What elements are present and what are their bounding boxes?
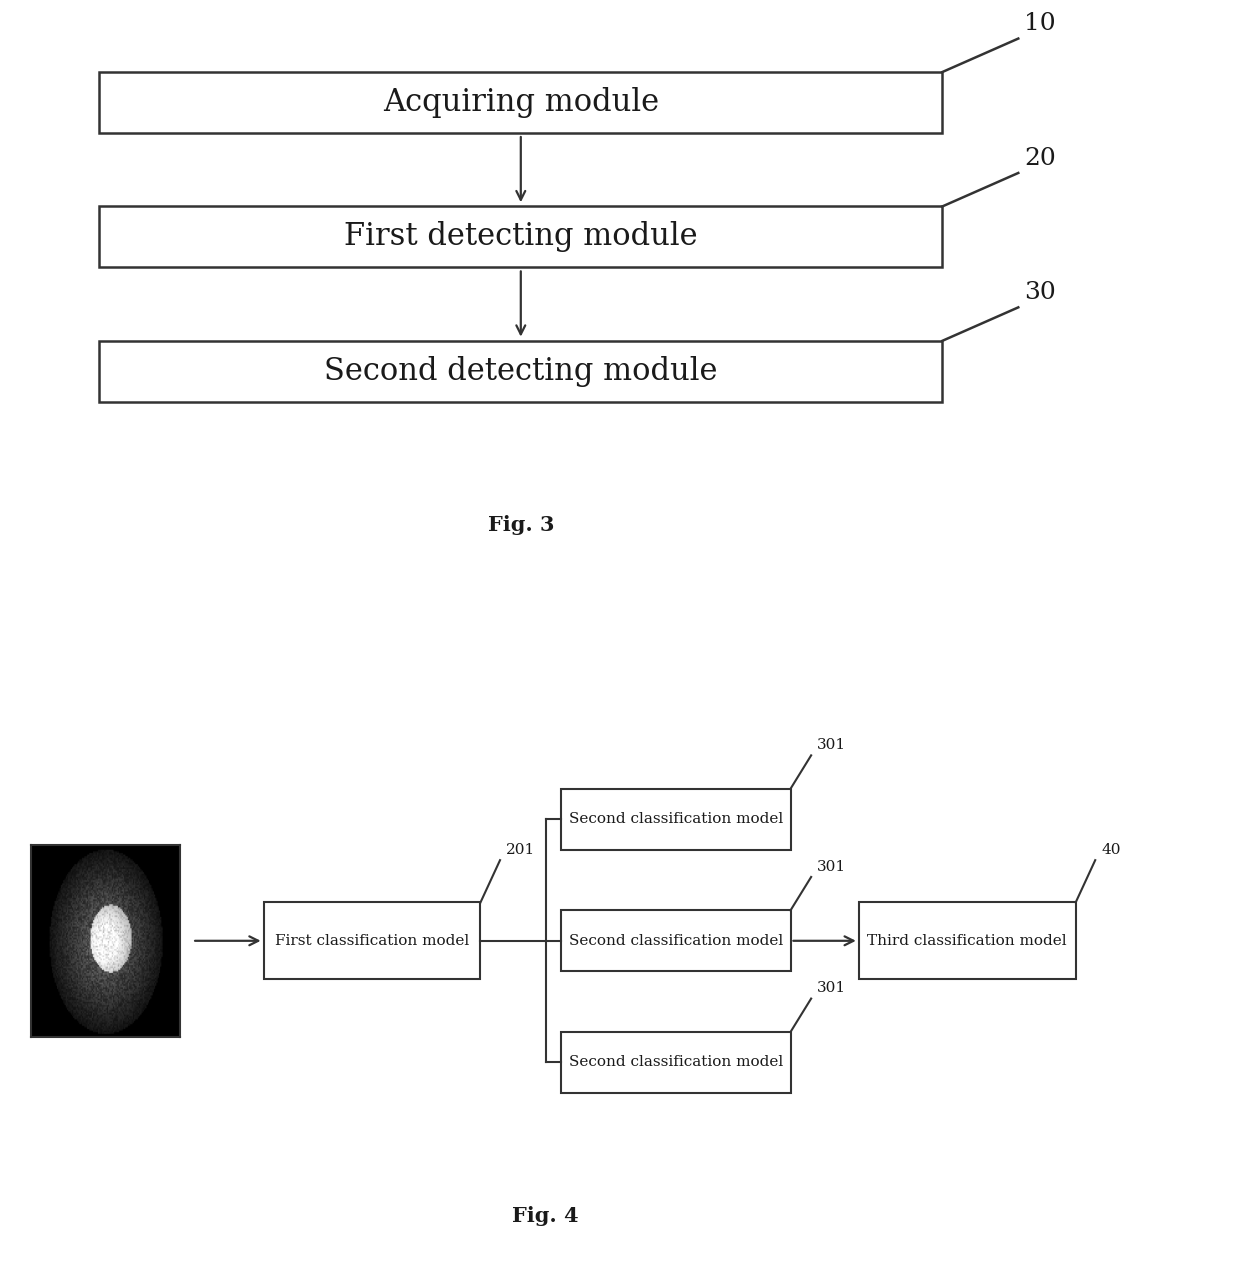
Bar — [99, 206, 942, 268]
Text: Second classification model: Second classification model — [569, 1056, 782, 1069]
Bar — [560, 1032, 791, 1093]
Text: 10: 10 — [1024, 13, 1056, 36]
Bar — [263, 902, 480, 979]
Bar — [560, 788, 791, 850]
Bar — [560, 910, 791, 972]
Text: 201: 201 — [506, 844, 536, 858]
Bar — [858, 902, 1076, 979]
Text: Second detecting module: Second detecting module — [324, 356, 718, 387]
Text: 301: 301 — [817, 982, 847, 996]
Text: First detecting module: First detecting module — [343, 221, 698, 252]
Text: 30: 30 — [1024, 282, 1056, 305]
Text: Second classification model: Second classification model — [569, 934, 782, 947]
Text: Second classification model: Second classification model — [569, 813, 782, 826]
Text: 301: 301 — [817, 860, 847, 874]
Text: Third classification model: Third classification model — [868, 934, 1066, 947]
Text: 20: 20 — [1024, 147, 1056, 170]
Text: First classification model: First classification model — [275, 934, 469, 947]
Text: 40: 40 — [1101, 844, 1121, 858]
Text: Acquiring module: Acquiring module — [383, 87, 658, 118]
Text: Fig. 3: Fig. 3 — [487, 515, 554, 535]
Bar — [99, 340, 942, 402]
Bar — [99, 72, 942, 133]
Text: Fig. 4: Fig. 4 — [512, 1206, 579, 1226]
Text: 301: 301 — [817, 739, 847, 753]
